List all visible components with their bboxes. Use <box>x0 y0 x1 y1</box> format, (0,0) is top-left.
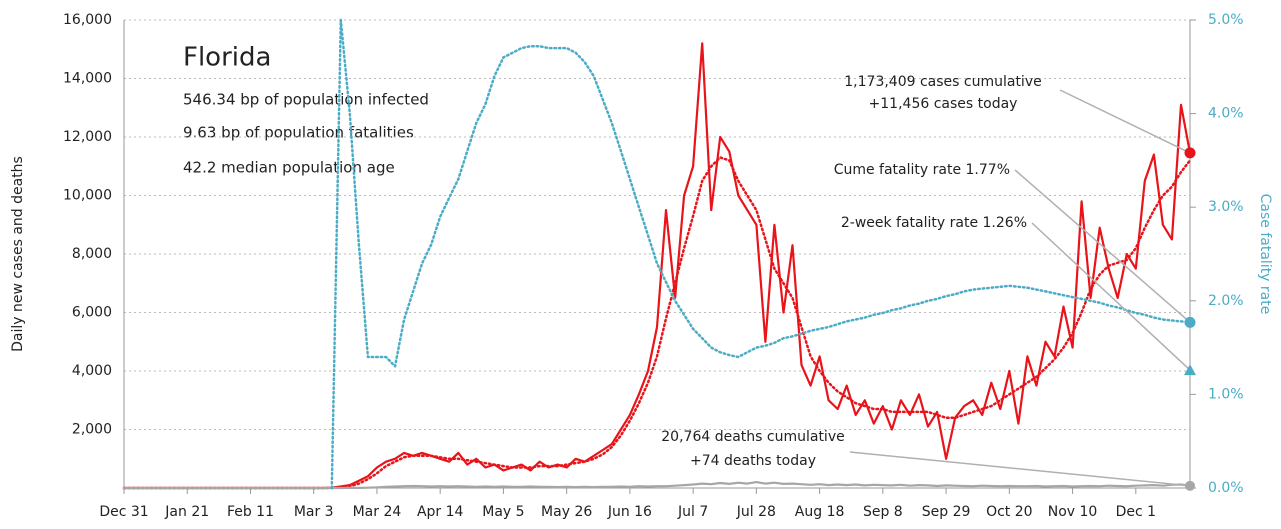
end-marker <box>1185 480 1195 491</box>
x-tick-label: Aug 18 <box>795 504 845 520</box>
annotation: 1,173,409 cases cumulative <box>844 74 1041 90</box>
y2-tick-label: 2.0% <box>1208 293 1244 309</box>
x-tick-label: Mar 24 <box>353 504 402 520</box>
annotation-leader <box>849 451 1191 487</box>
annotation: +11,456 cases today <box>869 96 1018 112</box>
x-tick-label: Dec 31 <box>99 504 148 520</box>
series-line <box>330 18 1192 490</box>
y-tick-label: 8,000 <box>72 246 112 262</box>
y2-tick-label: 5.0% <box>1208 12 1244 28</box>
chart-title: Florida <box>183 43 271 73</box>
y-tick-label: 14,000 <box>63 71 112 87</box>
y-tick-label: 12,000 <box>63 129 112 145</box>
annotation-leader <box>1031 222 1191 371</box>
y2-tick-label: 4.0% <box>1208 106 1244 122</box>
x-tick-label: Jun 16 <box>607 504 652 520</box>
end-marker <box>1184 147 1196 159</box>
x-tick-label: May 5 <box>482 504 524 520</box>
end-marker <box>1184 316 1196 328</box>
y-tick-label: 16,000 <box>63 12 112 28</box>
y2-tick-label: 3.0% <box>1208 199 1244 215</box>
annotation-leader <box>1059 89 1191 154</box>
info-line: 42.2 median population age <box>183 159 395 177</box>
x-tick-label: Jul 28 <box>736 504 776 520</box>
y2-axis-label: Case fatality rate <box>1257 194 1273 315</box>
y2-tick-label: 1.0% <box>1208 386 1244 402</box>
y-tick-label: 10,000 <box>63 188 112 204</box>
x-tick-label: Nov 10 <box>1048 504 1098 520</box>
x-tick-label: Feb 11 <box>227 504 274 520</box>
x-tick-label: Sep 8 <box>863 504 903 520</box>
end-marker <box>1184 364 1196 376</box>
x-tick-label: Jan 21 <box>164 504 209 520</box>
x-tick-label: Apr 14 <box>417 504 464 520</box>
y-tick-label: 6,000 <box>72 305 112 321</box>
x-tick-label: Dec 1 <box>1116 504 1156 520</box>
info-line: 546.34 bp of population infected <box>183 91 429 109</box>
series-line <box>122 481 1192 490</box>
y2-tick-label: 0.0% <box>1208 480 1244 496</box>
annotation: 20,764 deaths cumulative <box>661 429 844 445</box>
annotation: +74 deaths today <box>690 453 816 469</box>
x-tick-label: Jul 7 <box>677 504 708 520</box>
annotation: 2-week fatality rate 1.26% <box>841 215 1027 231</box>
annotation: Cume fatality rate 1.77% <box>834 162 1010 178</box>
x-tick-label: Sep 29 <box>922 504 971 520</box>
y-tick-label: 4,000 <box>72 363 112 379</box>
x-tick-label: May 26 <box>541 504 592 520</box>
annotation-leader <box>1014 169 1191 323</box>
x-tick-label: Mar 3 <box>294 504 334 520</box>
info-line: 9.63 bp of population fatalities <box>183 124 414 142</box>
x-tick-label: Oct 20 <box>986 504 1032 520</box>
y-axis-label: Daily new cases and deaths <box>10 156 26 352</box>
y-tick-label: 2,000 <box>72 422 112 438</box>
